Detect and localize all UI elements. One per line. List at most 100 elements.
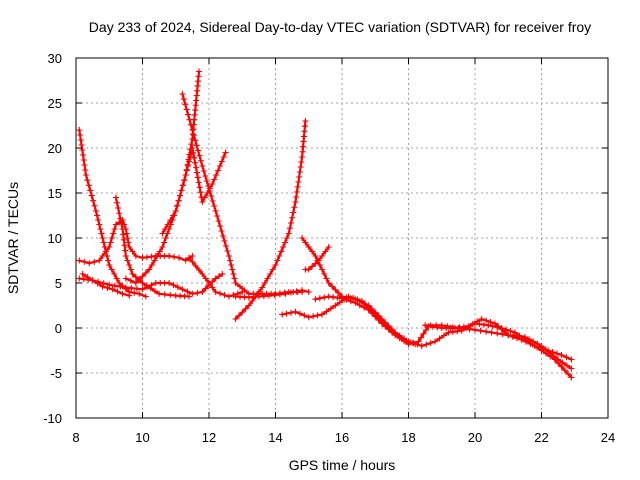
plus-marker [218, 228, 225, 234]
series-arc-16 [302, 244, 332, 273]
plus-marker [221, 292, 228, 298]
plus-marker [87, 187, 94, 194]
plus-marker [507, 328, 514, 334]
plus-marker [222, 243, 229, 249]
plus-marker [177, 192, 184, 199]
plus-marker [432, 338, 439, 345]
plus-marker [401, 338, 408, 345]
plus-marker [120, 236, 127, 243]
plus-marker [178, 187, 185, 194]
plus-marker [196, 266, 203, 273]
plus-marker [209, 278, 216, 285]
plus-marker [81, 162, 88, 168]
plus-marker [193, 169, 200, 176]
plus-marker [122, 253, 129, 259]
plus-marker [420, 330, 427, 337]
plus-marker [212, 289, 219, 295]
plus-marker [114, 199, 121, 206]
plus-marker [111, 271, 118, 277]
y-tick-label: 10 [48, 231, 62, 246]
plus-marker [292, 308, 299, 315]
plus-marker [176, 254, 183, 261]
plus-marker [316, 295, 323, 302]
plus-marker [96, 257, 103, 264]
plus-marker [182, 101, 189, 108]
plus-marker [80, 152, 87, 158]
plus-marker [291, 204, 298, 211]
plus-marker [209, 284, 216, 291]
plus-marker [235, 312, 242, 319]
plus-marker [139, 280, 146, 286]
plus-marker [106, 244, 113, 250]
plus-marker [300, 138, 307, 145]
plus-marker [293, 288, 300, 295]
y-tick-label: -5 [50, 366, 62, 381]
plus-marker [332, 302, 339, 309]
plus-marker [98, 230, 105, 237]
plus-marker [117, 215, 124, 222]
plus-marker [186, 158, 193, 165]
plus-marker [372, 313, 379, 320]
plus-marker [296, 174, 303, 180]
plus-marker [227, 257, 234, 264]
plus-marker [84, 274, 91, 281]
plus-marker [319, 266, 326, 273]
y-tick-label: 30 [48, 51, 62, 66]
plus-marker [222, 149, 229, 156]
plus-marker [203, 178, 210, 184]
plus-marker [220, 154, 227, 160]
plus-marker [161, 291, 168, 298]
plus-marker [187, 121, 194, 128]
plus-marker [283, 310, 290, 317]
plus-marker [114, 288, 121, 295]
plus-marker [321, 271, 328, 277]
plus-marker [299, 235, 306, 241]
plus-marker [488, 329, 495, 336]
plus-marker [309, 263, 316, 270]
plus-marker [305, 289, 312, 295]
plus-marker [213, 172, 220, 178]
plus-marker [171, 253, 178, 260]
plus-marker [542, 346, 549, 353]
plus-marker [245, 302, 252, 309]
series-arc-12 [232, 287, 312, 301]
plus-marker [97, 226, 104, 232]
plus-marker [194, 174, 201, 181]
plus-marker [186, 116, 193, 123]
plus-marker [361, 304, 368, 311]
plus-marker [120, 231, 127, 238]
plus-marker [132, 280, 139, 286]
x-tick-label: 16 [335, 430, 349, 445]
plus-marker [480, 321, 487, 328]
plus-marker [170, 212, 177, 219]
plus-marker [325, 293, 332, 300]
plus-marker [95, 217, 102, 223]
plus-marker [310, 313, 317, 320]
series-arc-14 [299, 235, 575, 381]
plus-marker [433, 322, 440, 329]
plus-marker [197, 157, 204, 164]
plus-marker [179, 182, 186, 189]
plus-marker [405, 341, 412, 348]
plus-marker [325, 244, 332, 250]
plus-marker [151, 257, 158, 264]
plus-marker [510, 332, 517, 339]
plus-marker [183, 167, 190, 174]
plus-marker [81, 258, 88, 265]
plus-marker [516, 333, 523, 340]
plus-marker [85, 182, 92, 189]
plus-marker [559, 359, 566, 366]
plus-marker [558, 363, 565, 370]
data-series [76, 68, 575, 381]
series-trace [234, 119, 307, 321]
plus-marker [208, 193, 215, 199]
plus-marker [123, 230, 130, 237]
plus-marker [164, 221, 171, 228]
plus-marker [216, 163, 223, 169]
plus-marker [555, 356, 562, 363]
plus-marker [301, 128, 308, 135]
plus-marker [522, 338, 529, 345]
plus-marker [385, 326, 392, 333]
plus-marker [126, 292, 133, 299]
